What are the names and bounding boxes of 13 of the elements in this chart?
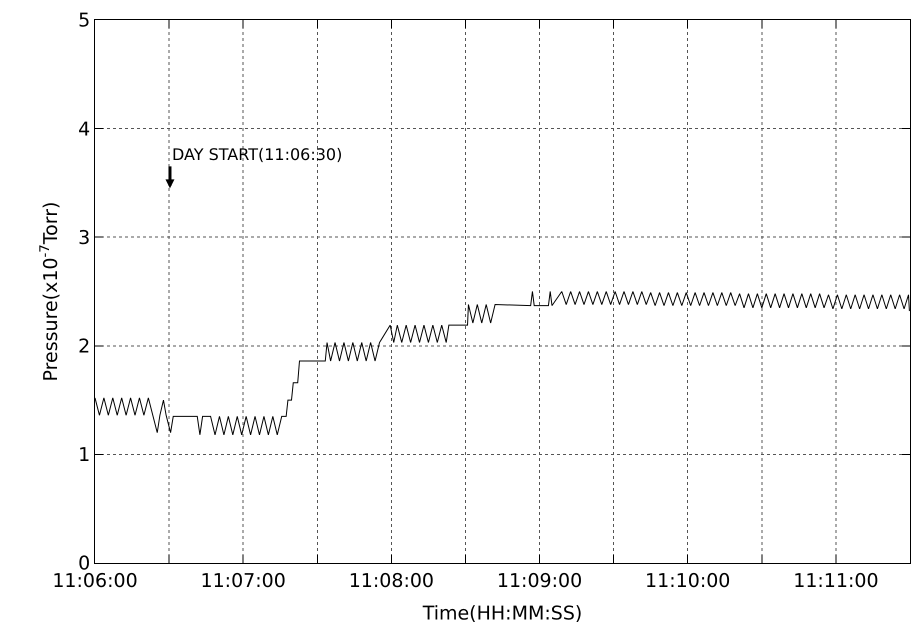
y-tick-label: 5	[78, 10, 90, 32]
x-tick-label: 11:08:00	[348, 570, 434, 592]
x-tick-label: 11:07:00	[200, 570, 286, 592]
y-tick-label: 4	[78, 118, 90, 140]
x-tick-label: 11:10:00	[645, 570, 730, 592]
y-tick-label: 2	[78, 335, 90, 358]
x-tick-label: 11:06:00	[52, 570, 138, 592]
x-tick-label: 11:09:00	[496, 570, 582, 592]
y-tick-label: 3	[78, 226, 90, 249]
x-axis-title: Time(HH:MM:SS)	[422, 602, 582, 625]
annotation: DAY START(11:06:30)	[172, 145, 342, 164]
x-tick-label: 11:11:00	[793, 570, 879, 592]
y-tick-label: 1	[78, 444, 90, 466]
